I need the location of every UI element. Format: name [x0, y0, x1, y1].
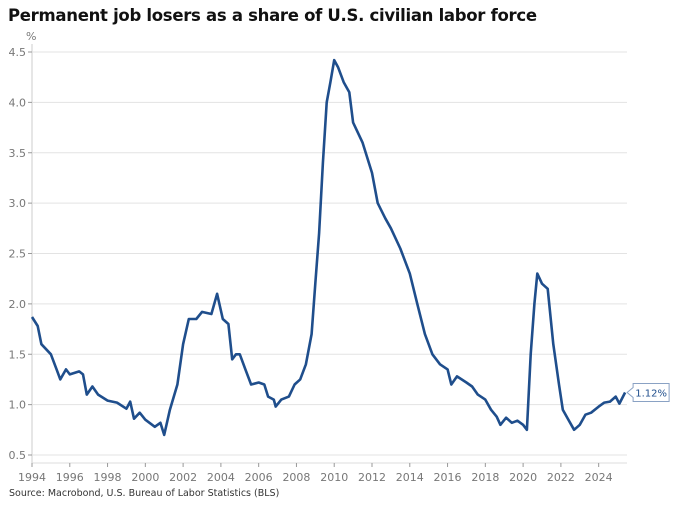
x-tick-label: 2006	[245, 471, 273, 484]
y-axis-unit: %	[26, 30, 36, 43]
x-tick-label: 2022	[547, 471, 575, 484]
x-tick-label: 1994	[18, 471, 46, 484]
last-value-label: 1.12%	[635, 389, 667, 400]
y-tick-label: 4.5	[9, 46, 27, 59]
y-tick-label: 0.5	[9, 449, 27, 462]
series-line	[30, 58, 627, 437]
x-tick-label: 2024	[585, 471, 613, 484]
chart-title: Permanent job losers as a share of U.S. …	[8, 6, 537, 25]
x-tick-label: 2002	[169, 471, 197, 484]
x-tick-label: 2012	[358, 471, 386, 484]
y-tick-label: 1.5	[9, 348, 27, 361]
y-tick-label: 2.0	[9, 298, 27, 311]
source-note: Source: Macrobond, U.S. Bureau of Labor …	[9, 488, 280, 499]
y-tick-label: 1.0	[9, 399, 27, 412]
x-tick-label: 1998	[94, 471, 122, 484]
last-value-callout	[626, 383, 670, 403]
x-tick-label: 1996	[56, 471, 84, 484]
x-tick-label: 2020	[509, 471, 537, 484]
x-tick-label: 2004	[207, 471, 235, 484]
x-tick-label: 2010	[320, 471, 348, 484]
x-tick-label: 2000	[131, 471, 159, 484]
x-tick-label: 2018	[471, 471, 499, 484]
x-tick-label: 2014	[396, 471, 424, 484]
x-tick-label: 2016	[434, 471, 462, 484]
y-tick-label: 4.0	[9, 96, 27, 109]
y-tick-label: 3.0	[9, 197, 27, 210]
y-tick-label: 2.5	[9, 248, 27, 261]
x-tick-label: 2008	[282, 471, 310, 484]
y-tick-label: 3.5	[9, 147, 27, 160]
